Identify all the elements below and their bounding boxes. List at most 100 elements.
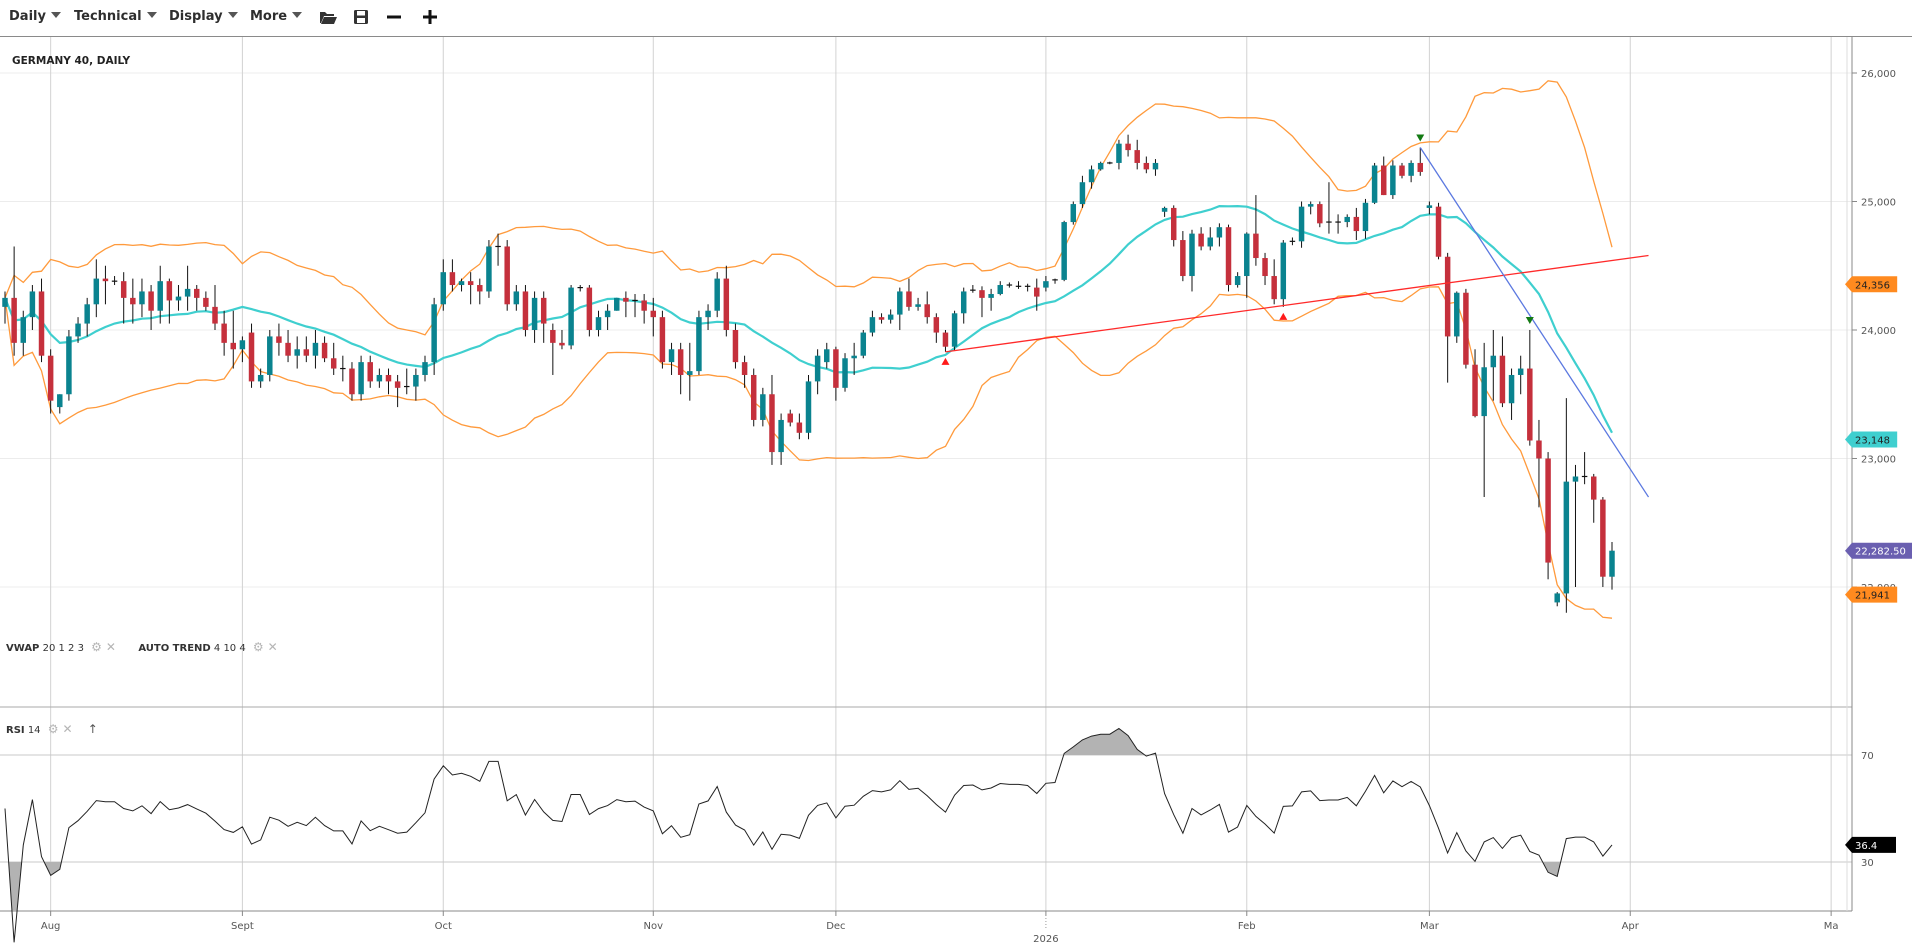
candle-body bbox=[1125, 143, 1131, 151]
candle bbox=[1216, 223, 1223, 247]
candle-body bbox=[175, 296, 182, 301]
close-icon[interactable]: ✕ bbox=[267, 640, 278, 654]
close-icon[interactable]: ✕ bbox=[105, 640, 116, 654]
technical-menu[interactable]: Technical bbox=[74, 9, 157, 24]
candle-body bbox=[431, 304, 437, 363]
more-menu[interactable]: More bbox=[250, 9, 303, 24]
candle-body bbox=[221, 323, 227, 343]
indicator-legend: VWAP 20 1 2 3 ⚙ ✕ AUTO TREND 4 10 4 ⚙ ✕ bbox=[6, 640, 278, 654]
gear-icon[interactable]: ⚙ bbox=[91, 640, 102, 654]
candle bbox=[1043, 276, 1049, 292]
candle bbox=[769, 374, 775, 465]
candle bbox=[1052, 278, 1058, 284]
candle bbox=[732, 323, 739, 369]
candle bbox=[257, 368, 264, 388]
candle-body bbox=[769, 394, 775, 453]
candle bbox=[111, 276, 118, 286]
candle bbox=[504, 240, 510, 311]
candle bbox=[1125, 134, 1131, 157]
candle-body bbox=[869, 317, 876, 333]
candle-body bbox=[1545, 458, 1551, 563]
candle-body bbox=[614, 297, 620, 311]
zoom-out-icon[interactable] bbox=[384, 7, 404, 27]
upper-band-line bbox=[4, 80, 1613, 336]
candle bbox=[1380, 156, 1387, 196]
candle-body bbox=[1143, 162, 1150, 170]
candle bbox=[1307, 201, 1314, 215]
candle-body bbox=[248, 332, 255, 382]
candle bbox=[623, 291, 629, 318]
price-tag: 22,282.50 bbox=[1845, 542, 1912, 559]
display-menu[interactable]: Display bbox=[169, 9, 238, 24]
save-icon[interactable] bbox=[351, 7, 371, 27]
chevron-down-icon bbox=[146, 12, 157, 18]
candle-body bbox=[1554, 593, 1560, 603]
candle bbox=[960, 287, 967, 324]
candle-body bbox=[1207, 237, 1213, 247]
candle bbox=[1116, 139, 1122, 170]
candle-body bbox=[276, 336, 282, 343]
candle bbox=[942, 330, 949, 352]
candle bbox=[1609, 542, 1615, 590]
candle bbox=[1472, 349, 1478, 418]
candle-body bbox=[531, 297, 538, 330]
candle bbox=[330, 342, 337, 375]
candle bbox=[38, 278, 45, 363]
candle-body bbox=[1225, 227, 1232, 286]
candle bbox=[1134, 139, 1140, 170]
candle-body bbox=[394, 381, 401, 388]
gear-icon[interactable]: ⚙ bbox=[252, 640, 264, 654]
price-tick-label: 25,000 bbox=[1861, 198, 1896, 209]
candle bbox=[1545, 452, 1551, 580]
candle-body bbox=[449, 272, 456, 286]
candle bbox=[741, 355, 748, 388]
candle bbox=[1152, 159, 1159, 176]
candle-body bbox=[851, 355, 857, 359]
candle bbox=[970, 285, 976, 293]
candle-body bbox=[559, 342, 565, 346]
candle bbox=[1262, 252, 1268, 286]
candle bbox=[677, 342, 684, 395]
candle-body bbox=[486, 246, 492, 292]
candle bbox=[340, 355, 346, 382]
candle bbox=[988, 288, 994, 311]
candle bbox=[230, 310, 237, 369]
interval-menu[interactable]: Daily bbox=[9, 9, 61, 24]
candle bbox=[184, 265, 191, 311]
candle bbox=[303, 336, 310, 363]
candle bbox=[586, 285, 593, 337]
month-label: Oct bbox=[435, 921, 452, 932]
month-label: Sept bbox=[231, 921, 254, 932]
candle bbox=[796, 413, 803, 440]
folder-open-icon[interactable] bbox=[318, 7, 338, 27]
price-tag: 23,148 bbox=[1845, 431, 1898, 448]
candle-body bbox=[860, 332, 867, 356]
candle bbox=[933, 313, 940, 343]
candle bbox=[979, 286, 985, 318]
candle bbox=[1244, 232, 1250, 298]
candle bbox=[1097, 161, 1104, 171]
candle-body bbox=[833, 349, 839, 388]
close-icon[interactable]: ✕ bbox=[62, 722, 73, 736]
candle-body bbox=[915, 304, 921, 307]
candle-body bbox=[887, 314, 894, 320]
zoom-in-icon[interactable] bbox=[420, 7, 440, 27]
candle-body bbox=[988, 294, 994, 298]
candle bbox=[1444, 252, 1451, 383]
gear-icon[interactable]: ⚙ bbox=[47, 722, 59, 736]
candle-body bbox=[540, 297, 547, 324]
candle bbox=[1362, 198, 1369, 239]
chevron-down-icon bbox=[292, 12, 303, 18]
candle-body bbox=[1280, 242, 1287, 300]
candle bbox=[175, 285, 182, 311]
candle bbox=[614, 297, 620, 311]
candle bbox=[1408, 160, 1414, 183]
arrow-up-icon[interactable]: ↑ bbox=[87, 722, 98, 736]
candle bbox=[194, 285, 200, 311]
candle-body bbox=[1353, 216, 1360, 232]
candle-body bbox=[696, 317, 702, 372]
candle bbox=[650, 297, 657, 337]
candle bbox=[1189, 229, 1195, 292]
candle-body bbox=[522, 291, 529, 330]
